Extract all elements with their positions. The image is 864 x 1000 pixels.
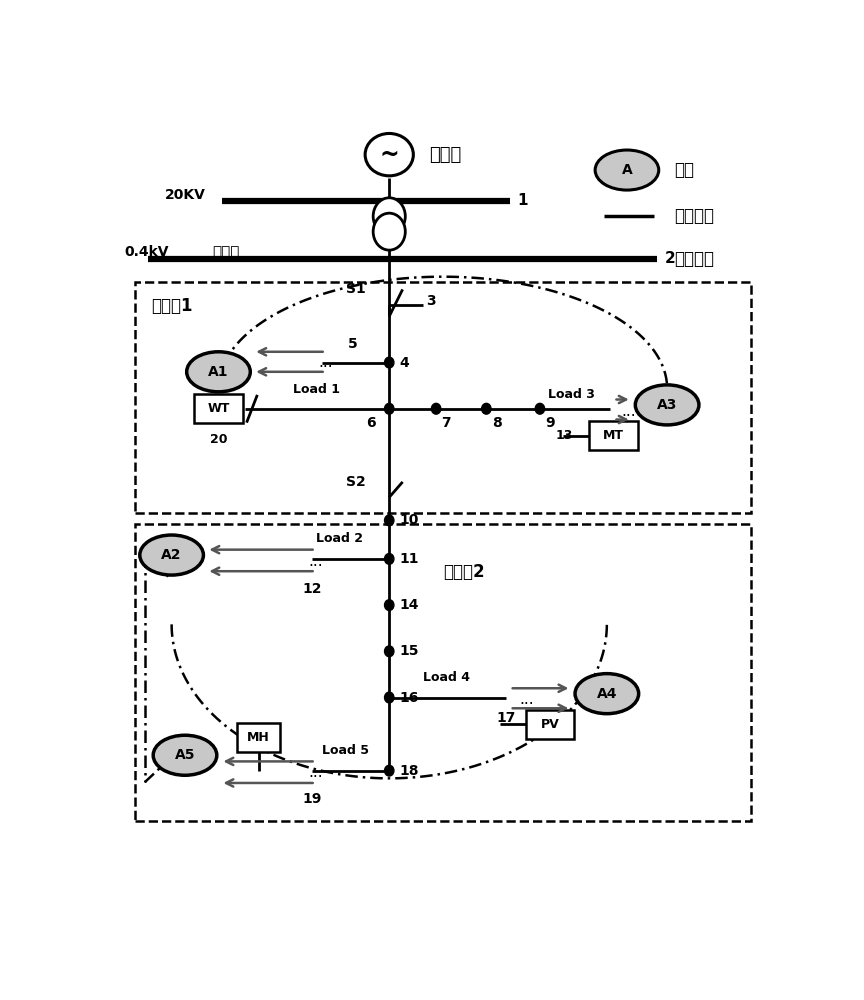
- Circle shape: [384, 357, 394, 368]
- Text: ...: ...: [519, 692, 534, 707]
- Ellipse shape: [575, 674, 638, 714]
- Circle shape: [431, 403, 441, 414]
- Text: 13: 13: [556, 429, 574, 442]
- Text: ~: ~: [379, 143, 399, 167]
- Ellipse shape: [635, 385, 699, 425]
- Text: 20: 20: [210, 433, 227, 446]
- Text: ...: ...: [308, 765, 323, 780]
- Circle shape: [384, 403, 394, 414]
- Text: A2: A2: [162, 548, 181, 562]
- Circle shape: [384, 600, 394, 610]
- Circle shape: [384, 692, 394, 703]
- Circle shape: [384, 554, 394, 564]
- Circle shape: [384, 515, 394, 526]
- Text: 10: 10: [399, 513, 419, 527]
- Text: MT: MT: [603, 429, 624, 442]
- Text: Load 1: Load 1: [294, 383, 340, 396]
- Bar: [526, 710, 574, 739]
- Text: 0.4kV: 0.4kV: [124, 245, 169, 259]
- Text: 19: 19: [302, 792, 322, 806]
- Text: 2: 2: [665, 251, 676, 266]
- Text: 主电网: 主电网: [429, 146, 461, 164]
- Text: 微电网: 微电网: [212, 245, 239, 260]
- Circle shape: [373, 213, 405, 250]
- Text: 电力线路: 电力线路: [674, 207, 714, 225]
- Circle shape: [384, 765, 394, 776]
- Text: 4: 4: [399, 356, 409, 370]
- Bar: [135, 524, 751, 821]
- Text: ...: ...: [621, 404, 636, 419]
- Bar: [237, 723, 281, 752]
- Text: 16: 16: [399, 690, 419, 704]
- Text: 1: 1: [518, 193, 528, 208]
- Text: MH: MH: [247, 731, 270, 744]
- Circle shape: [535, 403, 544, 414]
- Text: 11: 11: [399, 552, 419, 566]
- Circle shape: [384, 646, 394, 657]
- Circle shape: [373, 198, 405, 235]
- Text: A1: A1: [208, 365, 229, 379]
- Text: A: A: [621, 163, 632, 177]
- Bar: [589, 421, 638, 450]
- Text: 14: 14: [399, 598, 419, 612]
- Circle shape: [481, 403, 491, 414]
- Ellipse shape: [595, 150, 658, 190]
- Bar: [135, 282, 751, 513]
- Bar: [194, 394, 243, 423]
- Text: ...: ...: [308, 554, 323, 569]
- Text: A4: A4: [597, 687, 617, 701]
- Text: 5: 5: [347, 337, 358, 351]
- Text: 6: 6: [366, 416, 376, 430]
- Text: 微电网1: 微电网1: [151, 297, 193, 315]
- Text: 通信线路: 通信线路: [674, 250, 714, 268]
- Text: 8: 8: [492, 416, 501, 430]
- Text: S2: S2: [346, 475, 365, 489]
- Text: A5: A5: [175, 748, 195, 762]
- Text: 7: 7: [442, 416, 451, 430]
- Text: Load 5: Load 5: [322, 744, 369, 757]
- Text: 微电网2: 微电网2: [442, 563, 485, 581]
- Text: S1: S1: [346, 282, 365, 296]
- Text: Load 3: Load 3: [548, 388, 594, 401]
- Text: 代理: 代理: [674, 161, 694, 179]
- Text: 9: 9: [545, 416, 555, 430]
- Ellipse shape: [365, 133, 413, 176]
- Text: PV: PV: [541, 718, 559, 731]
- Text: ...: ...: [318, 355, 333, 370]
- Text: Load 4: Load 4: [422, 671, 470, 684]
- Text: 17: 17: [497, 711, 516, 725]
- Text: A3: A3: [657, 398, 677, 412]
- Text: 3: 3: [426, 294, 435, 308]
- Text: WT: WT: [207, 402, 230, 415]
- Text: 12: 12: [302, 582, 322, 596]
- Text: 15: 15: [399, 644, 419, 658]
- Text: Load 2: Load 2: [315, 532, 363, 545]
- Text: 18: 18: [399, 764, 419, 778]
- Ellipse shape: [140, 535, 203, 575]
- Ellipse shape: [153, 735, 217, 775]
- Ellipse shape: [187, 352, 251, 392]
- Text: 20KV: 20KV: [165, 188, 206, 202]
